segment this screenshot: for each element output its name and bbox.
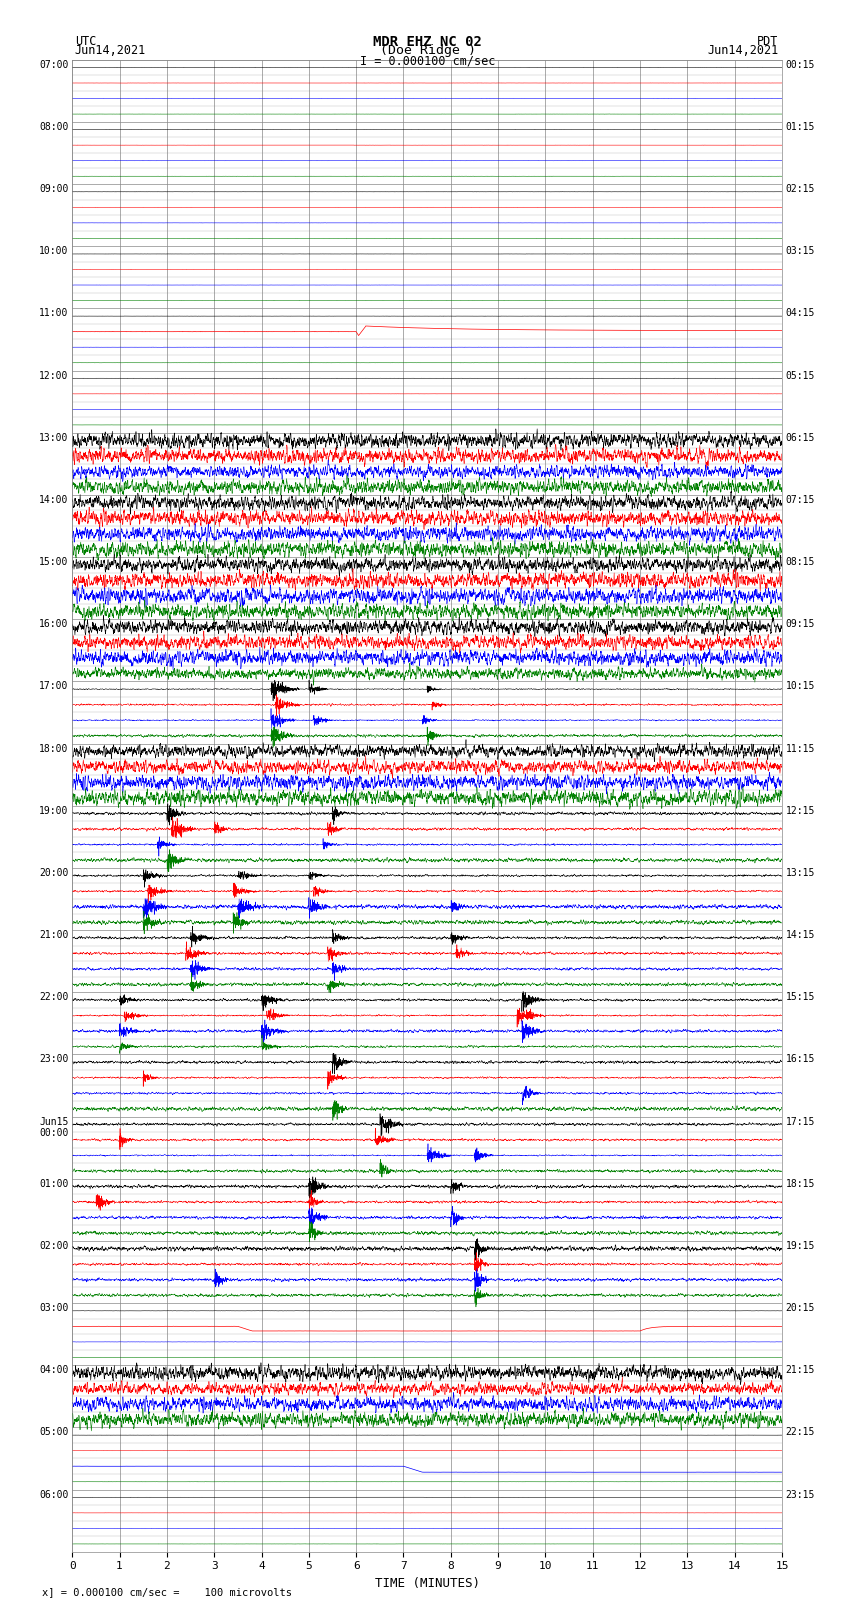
Text: Jun14,2021: Jun14,2021	[75, 44, 146, 58]
Text: 05:00: 05:00	[39, 1428, 69, 1437]
Text: 14:00: 14:00	[39, 495, 69, 505]
Text: 07:15: 07:15	[785, 495, 815, 505]
Text: 18:15: 18:15	[785, 1179, 815, 1189]
Text: 02:00: 02:00	[39, 1240, 69, 1250]
Text: 01:15: 01:15	[785, 123, 815, 132]
Text: I = 0.000100 cm/sec: I = 0.000100 cm/sec	[360, 53, 496, 68]
Text: 12:15: 12:15	[785, 806, 815, 816]
Text: 20:00: 20:00	[39, 868, 69, 877]
Text: PDT: PDT	[757, 35, 779, 48]
Text: 12:00: 12:00	[39, 371, 69, 381]
Text: 03:00: 03:00	[39, 1303, 69, 1313]
Text: 06:15: 06:15	[785, 432, 815, 442]
Text: 10:00: 10:00	[39, 247, 69, 256]
Text: 08:15: 08:15	[785, 556, 815, 568]
Text: 10:15: 10:15	[785, 681, 815, 692]
Text: 13:00: 13:00	[39, 432, 69, 442]
Text: 11:15: 11:15	[785, 744, 815, 753]
Text: 00:00: 00:00	[39, 1127, 69, 1137]
Text: Jun14,2021: Jun14,2021	[707, 44, 779, 58]
Text: 19:15: 19:15	[785, 1240, 815, 1250]
Text: 02:15: 02:15	[785, 184, 815, 194]
Text: (Doe Ridge ): (Doe Ridge )	[380, 44, 475, 58]
Text: 09:15: 09:15	[785, 619, 815, 629]
Text: 15:15: 15:15	[785, 992, 815, 1002]
Text: 23:15: 23:15	[785, 1489, 815, 1500]
Text: 14:15: 14:15	[785, 931, 815, 940]
Text: 06:00: 06:00	[39, 1489, 69, 1500]
Text: 08:00: 08:00	[39, 123, 69, 132]
Text: 17:00: 17:00	[39, 681, 69, 692]
Text: MDR EHZ NC 02: MDR EHZ NC 02	[373, 35, 482, 48]
Text: 07:00: 07:00	[39, 60, 69, 69]
Text: 05:15: 05:15	[785, 371, 815, 381]
Text: 01:00: 01:00	[39, 1179, 69, 1189]
Text: 16:15: 16:15	[785, 1055, 815, 1065]
Text: 03:15: 03:15	[785, 247, 815, 256]
Text: 09:00: 09:00	[39, 184, 69, 194]
Text: 04:00: 04:00	[39, 1365, 69, 1376]
Text: 22:15: 22:15	[785, 1428, 815, 1437]
Text: 15:00: 15:00	[39, 556, 69, 568]
X-axis label: TIME (MINUTES): TIME (MINUTES)	[375, 1578, 479, 1590]
Text: Jun15: Jun15	[39, 1116, 69, 1126]
Text: 18:00: 18:00	[39, 744, 69, 753]
Text: UTC: UTC	[75, 35, 96, 48]
Text: 00:15: 00:15	[785, 60, 815, 69]
Text: 23:00: 23:00	[39, 1055, 69, 1065]
Text: 22:00: 22:00	[39, 992, 69, 1002]
Text: 21:00: 21:00	[39, 931, 69, 940]
Text: 11:00: 11:00	[39, 308, 69, 318]
Text: 13:15: 13:15	[785, 868, 815, 877]
Text: 19:00: 19:00	[39, 806, 69, 816]
Text: x] = 0.000100 cm/sec =    100 microvolts: x] = 0.000100 cm/sec = 100 microvolts	[42, 1587, 292, 1597]
Text: 04:15: 04:15	[785, 308, 815, 318]
Text: 16:00: 16:00	[39, 619, 69, 629]
Text: 17:15: 17:15	[785, 1116, 815, 1126]
Text: 20:15: 20:15	[785, 1303, 815, 1313]
Text: 21:15: 21:15	[785, 1365, 815, 1376]
